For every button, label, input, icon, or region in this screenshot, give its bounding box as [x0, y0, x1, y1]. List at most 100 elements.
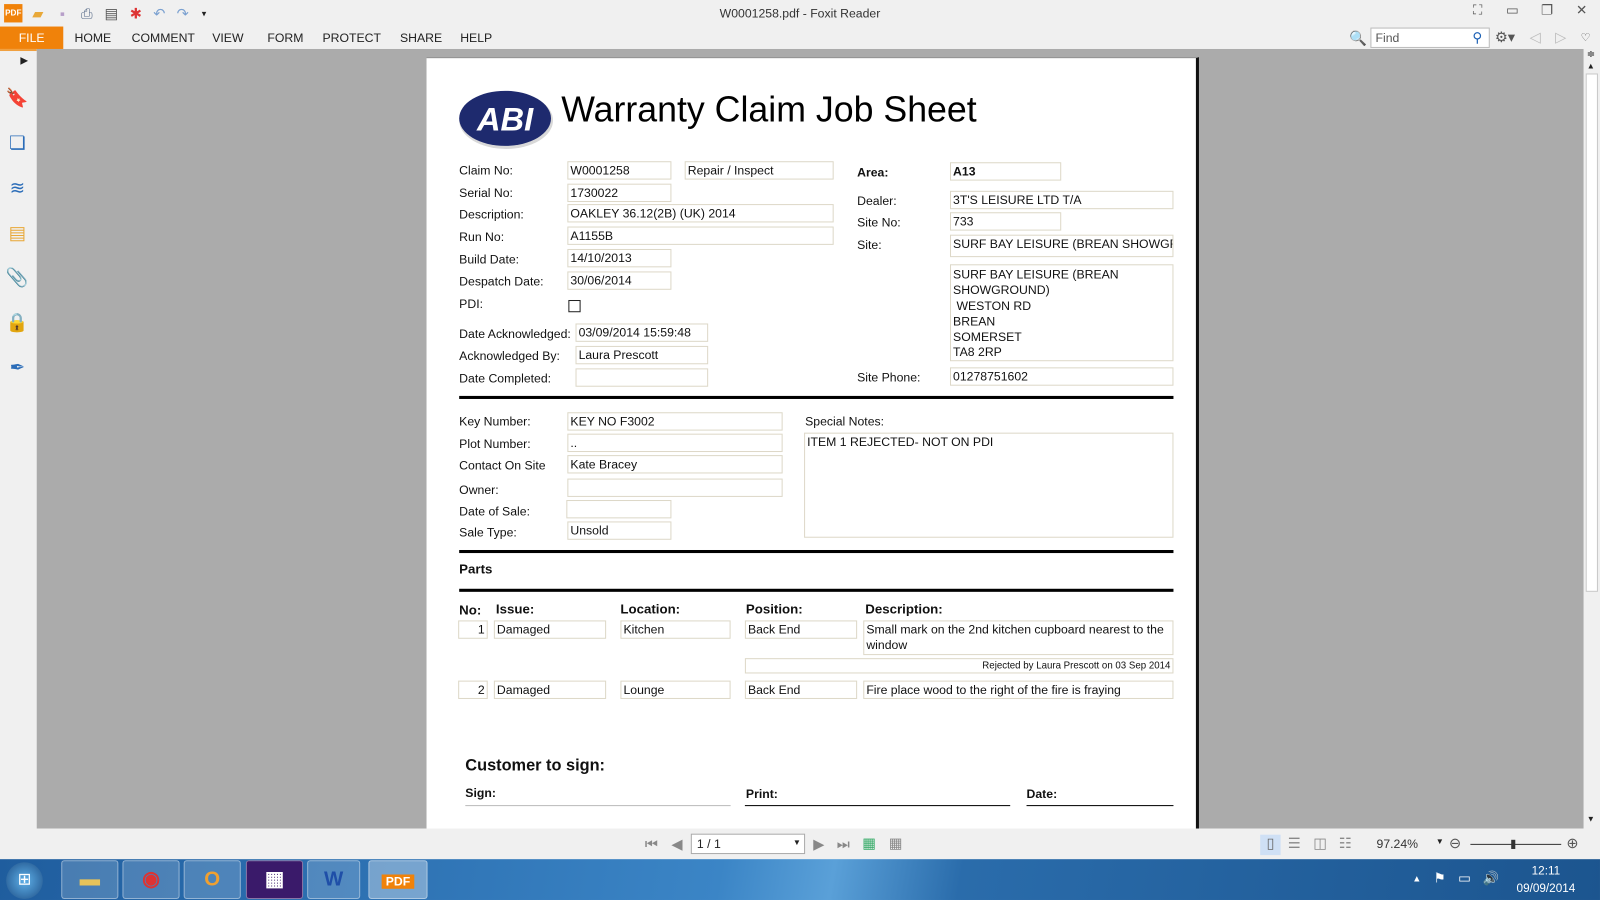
dealer-field[interactable]: 3T'S LEISURE LTD T/A	[949, 190, 1174, 210]
zoom-out-icon[interactable]: ⊖	[1448, 834, 1461, 852]
word-icon[interactable]: W	[307, 860, 361, 899]
build-date-field[interactable]: 14/10/2013	[567, 248, 672, 268]
site-no-field[interactable]: 733	[949, 212, 1062, 231]
single-page-icon[interactable]: ▯	[1260, 834, 1281, 856]
app-icon[interactable]: ▦	[245, 860, 304, 899]
sale-type-field[interactable]: Unsold	[567, 521, 672, 540]
chrome-icon[interactable]: ◉	[122, 860, 180, 899]
description-field[interactable]: OAKLEY 36.12(2B) (UK) 2014	[567, 204, 834, 223]
area-field[interactable]: A13	[949, 162, 1062, 181]
customize-icon[interactable]: ▾	[201, 8, 207, 19]
acknowledged-by-field[interactable]: Laura Prescott	[575, 345, 709, 365]
find-input[interactable]: Find	[1370, 27, 1490, 48]
bookmark-icon[interactable]: 🔖	[5, 87, 29, 109]
zoom-level[interactable]: 97.24%	[1376, 836, 1419, 852]
zoom-slider[interactable]	[1470, 843, 1562, 845]
special-notes-field[interactable]: ITEM 1 REJECTED- NOT ON PDI	[804, 432, 1174, 538]
tab-home[interactable]: HOME	[74, 30, 112, 45]
next-result-icon[interactable]: ▷	[1555, 28, 1567, 45]
prev-page-icon[interactable]: ◀	[671, 835, 683, 853]
claim-no-field[interactable]: W0001258	[567, 161, 672, 180]
pages-icon[interactable]: ❏	[9, 132, 26, 154]
part-issue[interactable]: Damaged	[493, 620, 607, 639]
foxit-icon[interactable]: PDF	[368, 860, 428, 899]
date-line[interactable]	[1026, 805, 1174, 807]
gear-icon[interactable]: ⚙▾	[1494, 28, 1515, 45]
restore-button[interactable]: ❐	[1540, 2, 1553, 18]
page-number-input[interactable]: 1 / 1 ▼	[690, 833, 806, 855]
redo-icon[interactable]: ↷	[176, 5, 189, 22]
explorer-icon[interactable]: ▬	[61, 860, 119, 899]
print-line[interactable]	[744, 805, 1011, 807]
properties-icon[interactable]: ▤	[104, 5, 118, 22]
plot-number-field[interactable]: ..	[567, 433, 783, 453]
part-location[interactable]: Kitchen	[620, 620, 731, 639]
zoom-in-icon[interactable]: ⊕	[1566, 834, 1579, 852]
despatch-date-field[interactable]: 30/06/2014	[567, 271, 672, 290]
clock-date[interactable]: 09/09/2014	[1516, 882, 1576, 895]
part-location[interactable]: Lounge	[620, 680, 731, 699]
ribbon-collapse-icon[interactable]: ♡	[1580, 31, 1591, 44]
network-icon[interactable]: ▭	[1458, 870, 1471, 886]
date-acknowledged-field[interactable]: 03/09/2014 15:59:48	[575, 323, 709, 342]
part-description[interactable]: Small mark on the 2nd kitchen cupboard n…	[863, 620, 1174, 656]
print-icon[interactable]: ⎙	[81, 5, 93, 22]
minimize-button[interactable]: ▭	[1505, 2, 1519, 18]
last-page-icon[interactable]: ⏭	[836, 835, 850, 853]
prev-result-icon[interactable]: ◁	[1529, 28, 1541, 45]
site-field[interactable]: SURF BAY LEISURE (BREAN SHOWGROUN	[949, 234, 1174, 258]
open-icon[interactable]: ▰	[32, 5, 44, 22]
scroll-up-icon[interactable]: ▲	[1586, 61, 1595, 71]
next-page-icon[interactable]: ▶	[813, 835, 825, 853]
site-phone-field[interactable]: 01278751602	[949, 367, 1174, 386]
attachment-icon[interactable]: 📎	[5, 267, 29, 288]
zoom-dropdown-icon[interactable]: ▼	[1435, 836, 1444, 846]
zoom-slider-thumb[interactable]	[1511, 839, 1516, 849]
tab-comment[interactable]: COMMENT	[131, 30, 195, 45]
find-folder-icon[interactable]: 🔍	[1348, 29, 1367, 46]
run-no-field[interactable]: A1155B	[567, 226, 834, 245]
date-completed-field[interactable]	[575, 368, 709, 387]
first-page-icon[interactable]: ⏮	[644, 835, 658, 853]
contact-field[interactable]: Kate Bracey	[567, 455, 783, 474]
key-number-field[interactable]: KEY NO F3002	[567, 412, 783, 431]
outlook-icon[interactable]: O	[183, 860, 241, 899]
tab-form[interactable]: FORM	[267, 30, 304, 45]
search-icon[interactable]: ⚲	[1472, 29, 1483, 45]
owner-field[interactable]	[567, 478, 783, 497]
part-position[interactable]: Back End	[744, 680, 858, 699]
tab-file[interactable]: FILE	[0, 26, 64, 49]
tab-share[interactable]: SHARE	[399, 30, 443, 45]
save-icon[interactable]: ▪	[59, 5, 65, 22]
part-no[interactable]: 1	[458, 620, 488, 639]
site-address-field[interactable]: SURF BAY LEISURE (BREAN SHOWGROUND) WESTO…	[949, 264, 1174, 362]
show-hidden-icons[interactable]: ▲	[1412, 873, 1422, 884]
pdi-checkbox[interactable]	[568, 299, 581, 313]
close-button[interactable]: ✕	[1576, 2, 1588, 18]
previous-view-icon[interactable]: ▦	[862, 834, 876, 852]
claim-type-field[interactable]: Repair / Inspect	[684, 161, 834, 180]
part-no[interactable]: 2	[458, 680, 488, 699]
tab-help[interactable]: HELP	[460, 30, 493, 45]
expand-panel-icon[interactable]: ▶	[20, 55, 29, 67]
serial-no-field[interactable]: 1730022	[567, 183, 672, 203]
volume-icon[interactable]: 🔊	[1482, 870, 1500, 886]
next-view-icon[interactable]: ▦	[888, 834, 903, 852]
scroll-down-icon[interactable]: ▼	[1586, 814, 1595, 824]
tab-view[interactable]: VIEW	[212, 30, 244, 45]
signature-icon[interactable]: ✒	[9, 357, 26, 378]
new-icon[interactable]: ✱	[129, 5, 142, 22]
fullscreen-icon[interactable]: ⛶	[1472, 2, 1483, 18]
start-button[interactable]: ⊞	[6, 862, 43, 899]
part-description[interactable]: Fire place wood to the right of the fire…	[863, 680, 1174, 699]
clock-time[interactable]: 12:11	[1531, 865, 1561, 878]
action-center-icon[interactable]: ⚑	[1433, 870, 1446, 886]
part-position[interactable]: Back End	[744, 620, 858, 639]
split-icon[interactable]: ≑	[1586, 48, 1596, 61]
part-issue[interactable]: Damaged	[493, 680, 607, 699]
lock-icon[interactable]: 🔒	[5, 312, 29, 333]
facing-icon[interactable]: ◫	[1313, 834, 1327, 852]
continuous-icon[interactable]: ☰	[1287, 834, 1301, 852]
comments-icon[interactable]: ▤	[8, 222, 27, 243]
date-of-sale-field[interactable]	[566, 499, 672, 519]
